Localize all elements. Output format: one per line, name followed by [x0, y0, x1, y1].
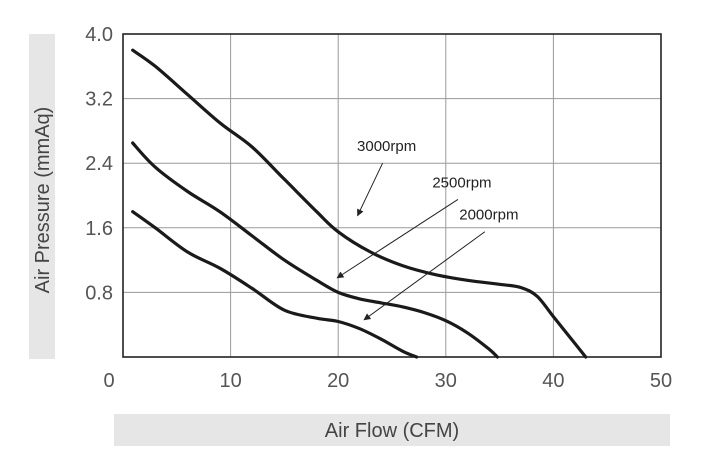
y-tick-label: 4.0: [85, 24, 113, 46]
x-axis-title-band: [114, 414, 670, 446]
annotation-label-2500rpm: 2500rpm: [432, 174, 491, 191]
annotation-arrow-2000rpm: [363, 231, 486, 321]
y-tick-label: 2.4: [85, 153, 113, 175]
y-axis-title: Air Pressure (mmAq): [32, 107, 54, 294]
x-axis-title: Air Flow (CFM): [325, 420, 459, 442]
series-line-2500rpm: [131, 141, 499, 359]
x-tick-label: 10: [219, 370, 241, 392]
y-tick-label: 0.8: [85, 282, 113, 304]
y-tick-labels: 0.8 1.6 2.4 3.2 4.0: [85, 24, 113, 304]
annotation-arrow-3000rpm: [357, 162, 384, 217]
annotation-arrow-2500rpm: [336, 199, 459, 279]
annotation-label-2000rpm: 2000rpm: [459, 207, 518, 224]
series-line-3000rpm: [131, 48, 588, 359]
y-tick-label: 1.6: [85, 218, 113, 240]
annotation-label-3000rpm: 3000rpm: [357, 138, 416, 155]
x-tick-label: 40: [542, 370, 564, 392]
series-lines: [131, 48, 588, 359]
y-axis-title-band: [29, 34, 55, 359]
x-tick-labels: 0 10 20 30 40 50: [103, 370, 672, 392]
x-tick-label: 50: [650, 370, 672, 392]
y-tick-label: 3.2: [85, 89, 113, 111]
plot-frame: [122, 33, 662, 358]
grid: [123, 34, 661, 357]
x-tick-label: 30: [435, 370, 457, 392]
x-tick-label: 0: [103, 370, 114, 392]
annotations: 3000rpm 2500rpm 2000rpm: [336, 138, 518, 321]
x-tick-label: 20: [327, 370, 349, 392]
series-line-2000rpm: [131, 210, 419, 359]
